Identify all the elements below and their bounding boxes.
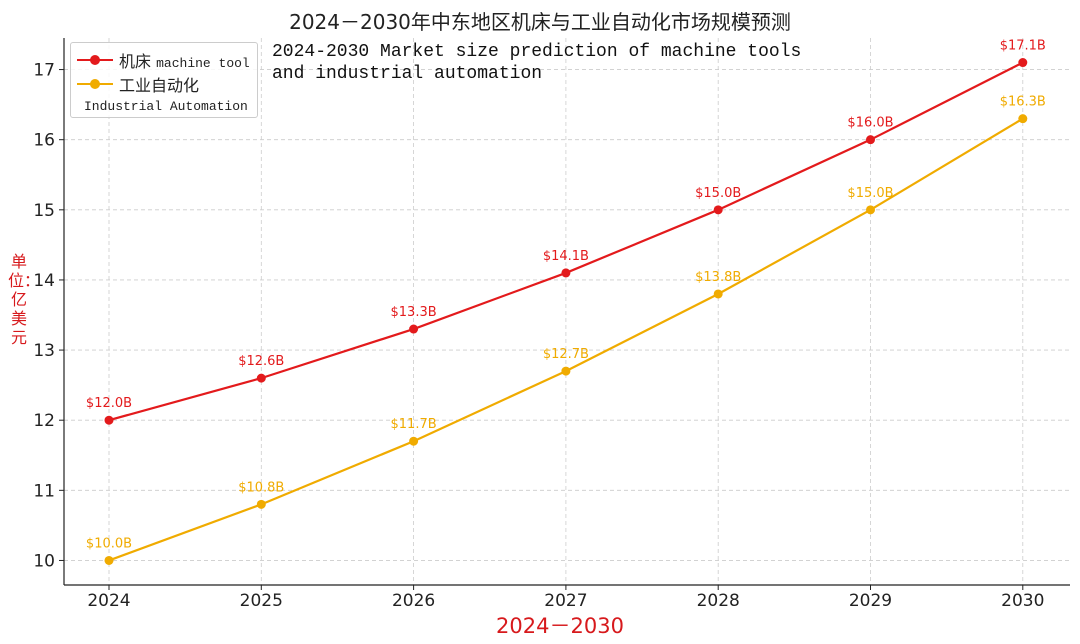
data-label: $10.8B bbox=[238, 480, 284, 495]
x-tick-label: 2026 bbox=[392, 591, 435, 611]
y-tick-label: 12 bbox=[33, 411, 55, 431]
data-label: $11.7B bbox=[391, 417, 437, 432]
x-axis-label: 2024－2030 bbox=[496, 614, 624, 638]
data-point bbox=[104, 555, 114, 565]
x-tick-label: 2024 bbox=[87, 591, 130, 611]
legend-label-industrial-automation-en: Industrial Automation bbox=[84, 99, 248, 114]
x-tick-label: 2028 bbox=[697, 591, 740, 611]
y-tick-label: 17 bbox=[33, 61, 55, 81]
data-label: $13.8B bbox=[695, 270, 741, 285]
data-point bbox=[1018, 58, 1028, 68]
annotation-line-2: and industrial automation bbox=[272, 64, 543, 84]
y-tick-label: 15 bbox=[33, 201, 55, 221]
legend-swatch-industrial-automation bbox=[77, 73, 113, 95]
legend-item-industrial-automation: 工业自动化 bbox=[71, 73, 199, 95]
data-point bbox=[409, 324, 419, 334]
legend-label-industrial-automation: 工业自动化 bbox=[119, 76, 200, 95]
chart-title: 2024－2030年中东地区机床与工业自动化市场规模预测 bbox=[289, 10, 791, 34]
data-point bbox=[1018, 114, 1028, 124]
data-point bbox=[409, 436, 419, 446]
x-tick-label: 2029 bbox=[849, 591, 892, 611]
x-tick-label: 2025 bbox=[240, 591, 283, 611]
legend-item-machine-tool: 机床 machine tool bbox=[71, 49, 250, 71]
data-label: $12.7B bbox=[543, 347, 589, 362]
data-label: $12.6B bbox=[238, 354, 284, 369]
data-label: $12.0B bbox=[86, 396, 132, 411]
data-label: $15.0B bbox=[695, 186, 741, 201]
data-point bbox=[561, 268, 571, 278]
y-tick-label: 14 bbox=[33, 271, 55, 291]
x-tick-label: 2030 bbox=[1001, 591, 1044, 611]
y-tick-label: 11 bbox=[33, 481, 55, 501]
data-label: $14.1B bbox=[543, 249, 589, 264]
data-label: $13.3B bbox=[391, 305, 437, 320]
data-point bbox=[866, 135, 875, 145]
data-point bbox=[713, 289, 723, 299]
data-label: $10.0B bbox=[86, 536, 132, 551]
data-label: $16.0B bbox=[847, 116, 893, 131]
data-label: $16.3B bbox=[1000, 95, 1046, 110]
data-label: $15.0B bbox=[847, 186, 893, 201]
y-tick-label: 16 bbox=[33, 131, 55, 151]
x-tick-label: 2027 bbox=[544, 591, 587, 611]
data-point bbox=[713, 205, 723, 215]
legend-label-machine-tool: 机床 bbox=[119, 52, 152, 71]
y-tick-label: 13 bbox=[33, 341, 55, 361]
data-point bbox=[866, 205, 875, 215]
data-point bbox=[561, 366, 571, 376]
data-point bbox=[104, 415, 114, 425]
y-axis-label: 单位：亿美元 bbox=[8, 252, 41, 347]
legend-label-machine-tool-en: machine tool bbox=[156, 56, 250, 71]
annotation-line-1: 2024-2030 Market size prediction of mach… bbox=[272, 42, 802, 62]
legend: 机床 machine tool 工业自动化 Industrial Automat… bbox=[70, 42, 258, 118]
data-label: $17.1B bbox=[1000, 39, 1046, 54]
legend-swatch-machine-tool bbox=[77, 49, 113, 71]
chart-annotation: 2024-2030 Market size prediction of mach… bbox=[272, 41, 801, 85]
y-tick-label: 10 bbox=[33, 551, 55, 571]
data-point bbox=[256, 499, 266, 509]
data-point bbox=[256, 373, 266, 383]
